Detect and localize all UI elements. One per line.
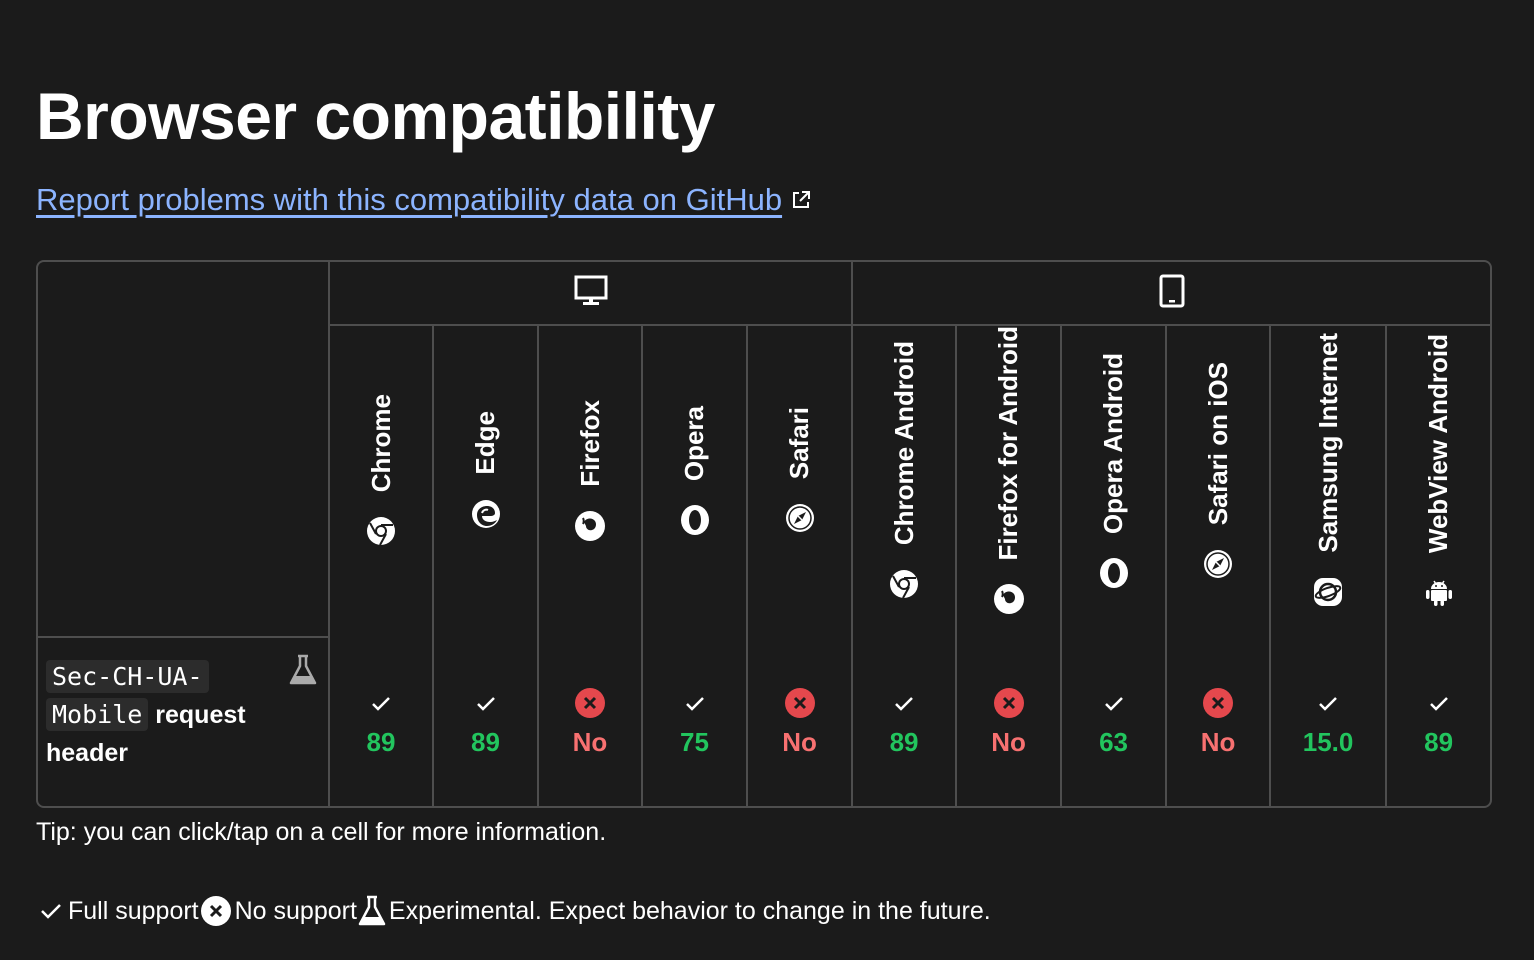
firefox-icon	[957, 583, 1060, 620]
compat-table: Chrome Edge Firefox Opera Safari Chrome Andro…	[36, 260, 1493, 809]
browser-header-chrome: Chrome	[330, 326, 434, 639]
browser-header-webview-android: WebView Android	[1387, 326, 1490, 638]
support-version: 89	[1424, 727, 1454, 758]
feature-suffix: request	[155, 701, 246, 730]
browser-header-edge: Edge	[434, 326, 539, 639]
no-support-icon	[539, 687, 641, 719]
browser-name: WebView Android	[1423, 333, 1454, 553]
safari-icon	[748, 502, 851, 539]
browser-name: Chrome	[365, 394, 396, 493]
feature-name-cell: Sec-CH-UA- Mobile request header	[38, 638, 330, 807]
support-cell-edge[interactable]: 89	[434, 638, 539, 807]
android-icon	[1387, 576, 1490, 613]
tip-text: Tip: you can click/tap on a cell for mor…	[36, 818, 607, 846]
legend-experimental-label: Experimental. Expect behavior to change …	[388, 896, 991, 925]
browser-header-opera-android: Opera Android	[1062, 326, 1168, 639]
browser-header-safari-on-ios: Safari on iOS	[1167, 326, 1272, 639]
browser-name: Chrome Android	[888, 341, 919, 546]
check-icon	[1271, 687, 1385, 719]
check-icon	[643, 687, 746, 719]
legend-full-support-label: Full support	[68, 896, 199, 925]
page-title: Browser compatibility	[36, 79, 716, 153]
support-cell-chrome-android[interactable]: 89	[853, 638, 958, 807]
support-version: No	[782, 727, 817, 758]
check-icon	[434, 687, 537, 719]
support-version: No	[572, 727, 608, 758]
support-version: No	[1200, 727, 1236, 758]
browser-header-opera: Opera	[643, 326, 748, 639]
browser-header-firefox: Firefox	[539, 326, 643, 639]
platform-desktop	[330, 262, 854, 326]
browser-header-firefox-for-android: Firefox for Android	[957, 326, 1063, 639]
legend: Full support No support Experimental. Ex…	[36, 894, 991, 928]
support-version: 63	[1099, 727, 1129, 758]
chrome-icon	[330, 515, 432, 552]
support-version: No	[991, 727, 1026, 758]
browser-name: Safari on iOS	[1202, 361, 1233, 525]
support-cell-samsung-internet[interactable]: 15.0	[1271, 638, 1388, 807]
support-cell-firefox[interactable]: No	[539, 638, 643, 807]
support-cell-opera[interactable]: 75	[643, 638, 748, 807]
feature-code-line1: Sec-CH-UA-	[46, 660, 209, 694]
browser-name: Firefox	[574, 399, 605, 487]
browser-name: Opera Android	[1098, 352, 1129, 534]
browser-header-safari: Safari	[748, 326, 854, 639]
safari-icon	[1167, 548, 1269, 585]
check-icon	[1062, 687, 1165, 719]
support-version: 89	[471, 727, 500, 758]
support-cell-chrome[interactable]: 89	[330, 638, 434, 807]
opera-icon	[643, 504, 746, 541]
firefox-icon	[539, 510, 641, 547]
legend-no-support-label: No support	[234, 896, 357, 925]
feature-header-empty	[38, 262, 330, 639]
external-link-icon	[793, 190, 811, 208]
opera-icon	[1062, 557, 1165, 594]
support-cell-safari[interactable]: No	[748, 638, 854, 807]
check-icon	[330, 687, 432, 719]
browser-header-samsung-internet: Samsung Internet	[1271, 326, 1388, 639]
browser-name: Opera	[679, 405, 709, 481]
browser-header-chrome-android: Chrome Android	[853, 326, 958, 639]
support-cell-firefox-for-android[interactable]: No	[957, 638, 1063, 807]
browser-name: Firefox for Android	[993, 326, 1024, 561]
support-cell-opera-android[interactable]: 63	[1062, 638, 1168, 807]
desktop-icon	[574, 275, 608, 305]
support-cell-webview-android[interactable]: 89	[1387, 638, 1490, 806]
report-problems-link[interactable]: Report problems with this compatibility …	[36, 180, 812, 220]
feature-suffix2: header	[46, 739, 128, 768]
legend-no-support: No support	[199, 894, 357, 928]
platform-mobile	[853, 262, 1491, 326]
no-support-icon	[957, 687, 1060, 719]
report-problems-link-text[interactable]: Report problems with this compatibility …	[36, 182, 783, 217]
edge-icon	[434, 498, 537, 535]
support-cell-safari-on-ios[interactable]: No	[1167, 638, 1272, 807]
feature-code-line2: Mobile	[46, 698, 149, 732]
support-version: 75	[680, 727, 709, 758]
support-version: 15.0	[1302, 727, 1354, 758]
chrome-icon	[853, 568, 955, 605]
support-version: 89	[889, 727, 919, 758]
samsung-internet-icon	[1271, 576, 1385, 613]
no-support-icon	[1167, 687, 1269, 719]
browser-name: Safari	[784, 407, 815, 480]
experimental-flask-icon	[358, 895, 386, 926]
browser-name: Samsung Internet	[1312, 333, 1343, 554]
check-icon	[1387, 687, 1490, 719]
mobile-icon	[1159, 274, 1185, 307]
browser-name: Edge	[470, 411, 500, 476]
check-icon	[41, 904, 61, 919]
no-support-icon	[200, 896, 231, 926]
legend-experimental: Experimental. Expect behavior to change …	[357, 895, 991, 927]
no-support-icon	[748, 687, 851, 719]
check-icon	[853, 687, 955, 719]
experimental-flask-icon	[289, 655, 317, 685]
legend-full-support: Full support	[36, 896, 199, 926]
support-version: 89	[366, 727, 396, 758]
